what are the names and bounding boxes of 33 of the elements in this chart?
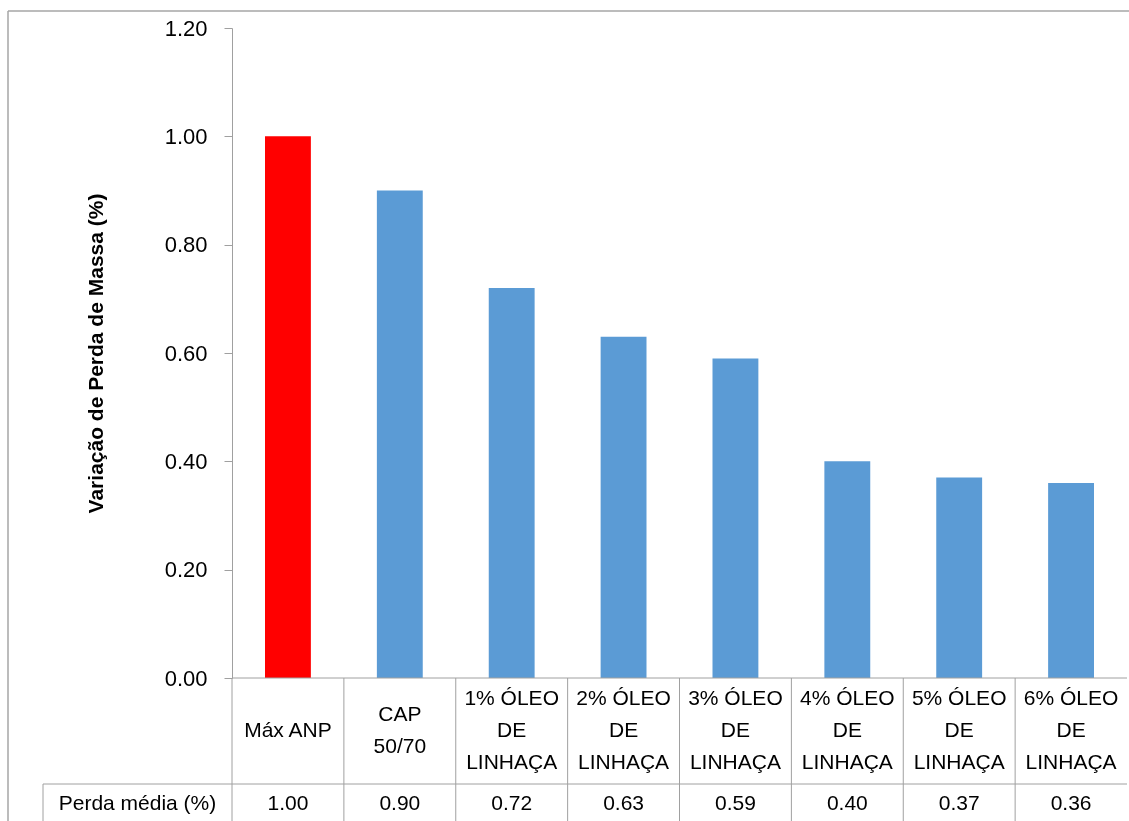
text: Perda média (%) (58, 790, 217, 814)
x-tick-label: 1% ÓLEO DE LINHAÇA (464, 686, 559, 773)
x-tick-label: 2% ÓLEO DE LINHAÇA (576, 686, 671, 773)
data-label: 0.36 (1050, 790, 1092, 814)
data-label: 0.72 (491, 790, 533, 814)
data-label: 0.59 (715, 790, 756, 814)
data-label: 0.40 (826, 790, 868, 814)
x-tick-label: 3% ÓLEO DE LINHAÇA (688, 686, 783, 773)
x-tick-label: Máx ANP (244, 718, 332, 741)
y-tick-label: 0.00 (164, 665, 208, 691)
bar (376, 190, 423, 678)
bar (488, 288, 535, 678)
y-tick-label: 0.40 (164, 448, 208, 474)
bar (936, 477, 983, 678)
data-label: 0.37 (938, 790, 980, 814)
x-tick-label: 6% ÓLEO DE LINHAÇA (1023, 686, 1119, 773)
y-axis-title: Variação de Perda de Massa (%) (83, 193, 107, 514)
y-tick-label: 1.00 (164, 123, 208, 149)
data-label: 0.90 (379, 790, 421, 814)
bar (824, 461, 871, 678)
data-label: 0.63 (603, 790, 644, 814)
y-tick-label: 1.20 (164, 15, 208, 41)
bar (265, 136, 311, 678)
bar (1048, 483, 1094, 678)
x-tick-label: 5% ÓLEO DE LINHAÇA (911, 686, 1007, 773)
bar (712, 358, 759, 678)
data-label: 1.00 (267, 790, 309, 814)
y-tick-label: 0.80 (164, 232, 208, 258)
bar (600, 336, 647, 678)
y-tick-label: 0.20 (164, 557, 208, 583)
y-tick-label: 0.60 (164, 340, 208, 366)
x-tick-label: 4% ÓLEO DE LINHAÇA (800, 686, 895, 773)
x-tick-label: CAP 50/70 (373, 702, 427, 757)
